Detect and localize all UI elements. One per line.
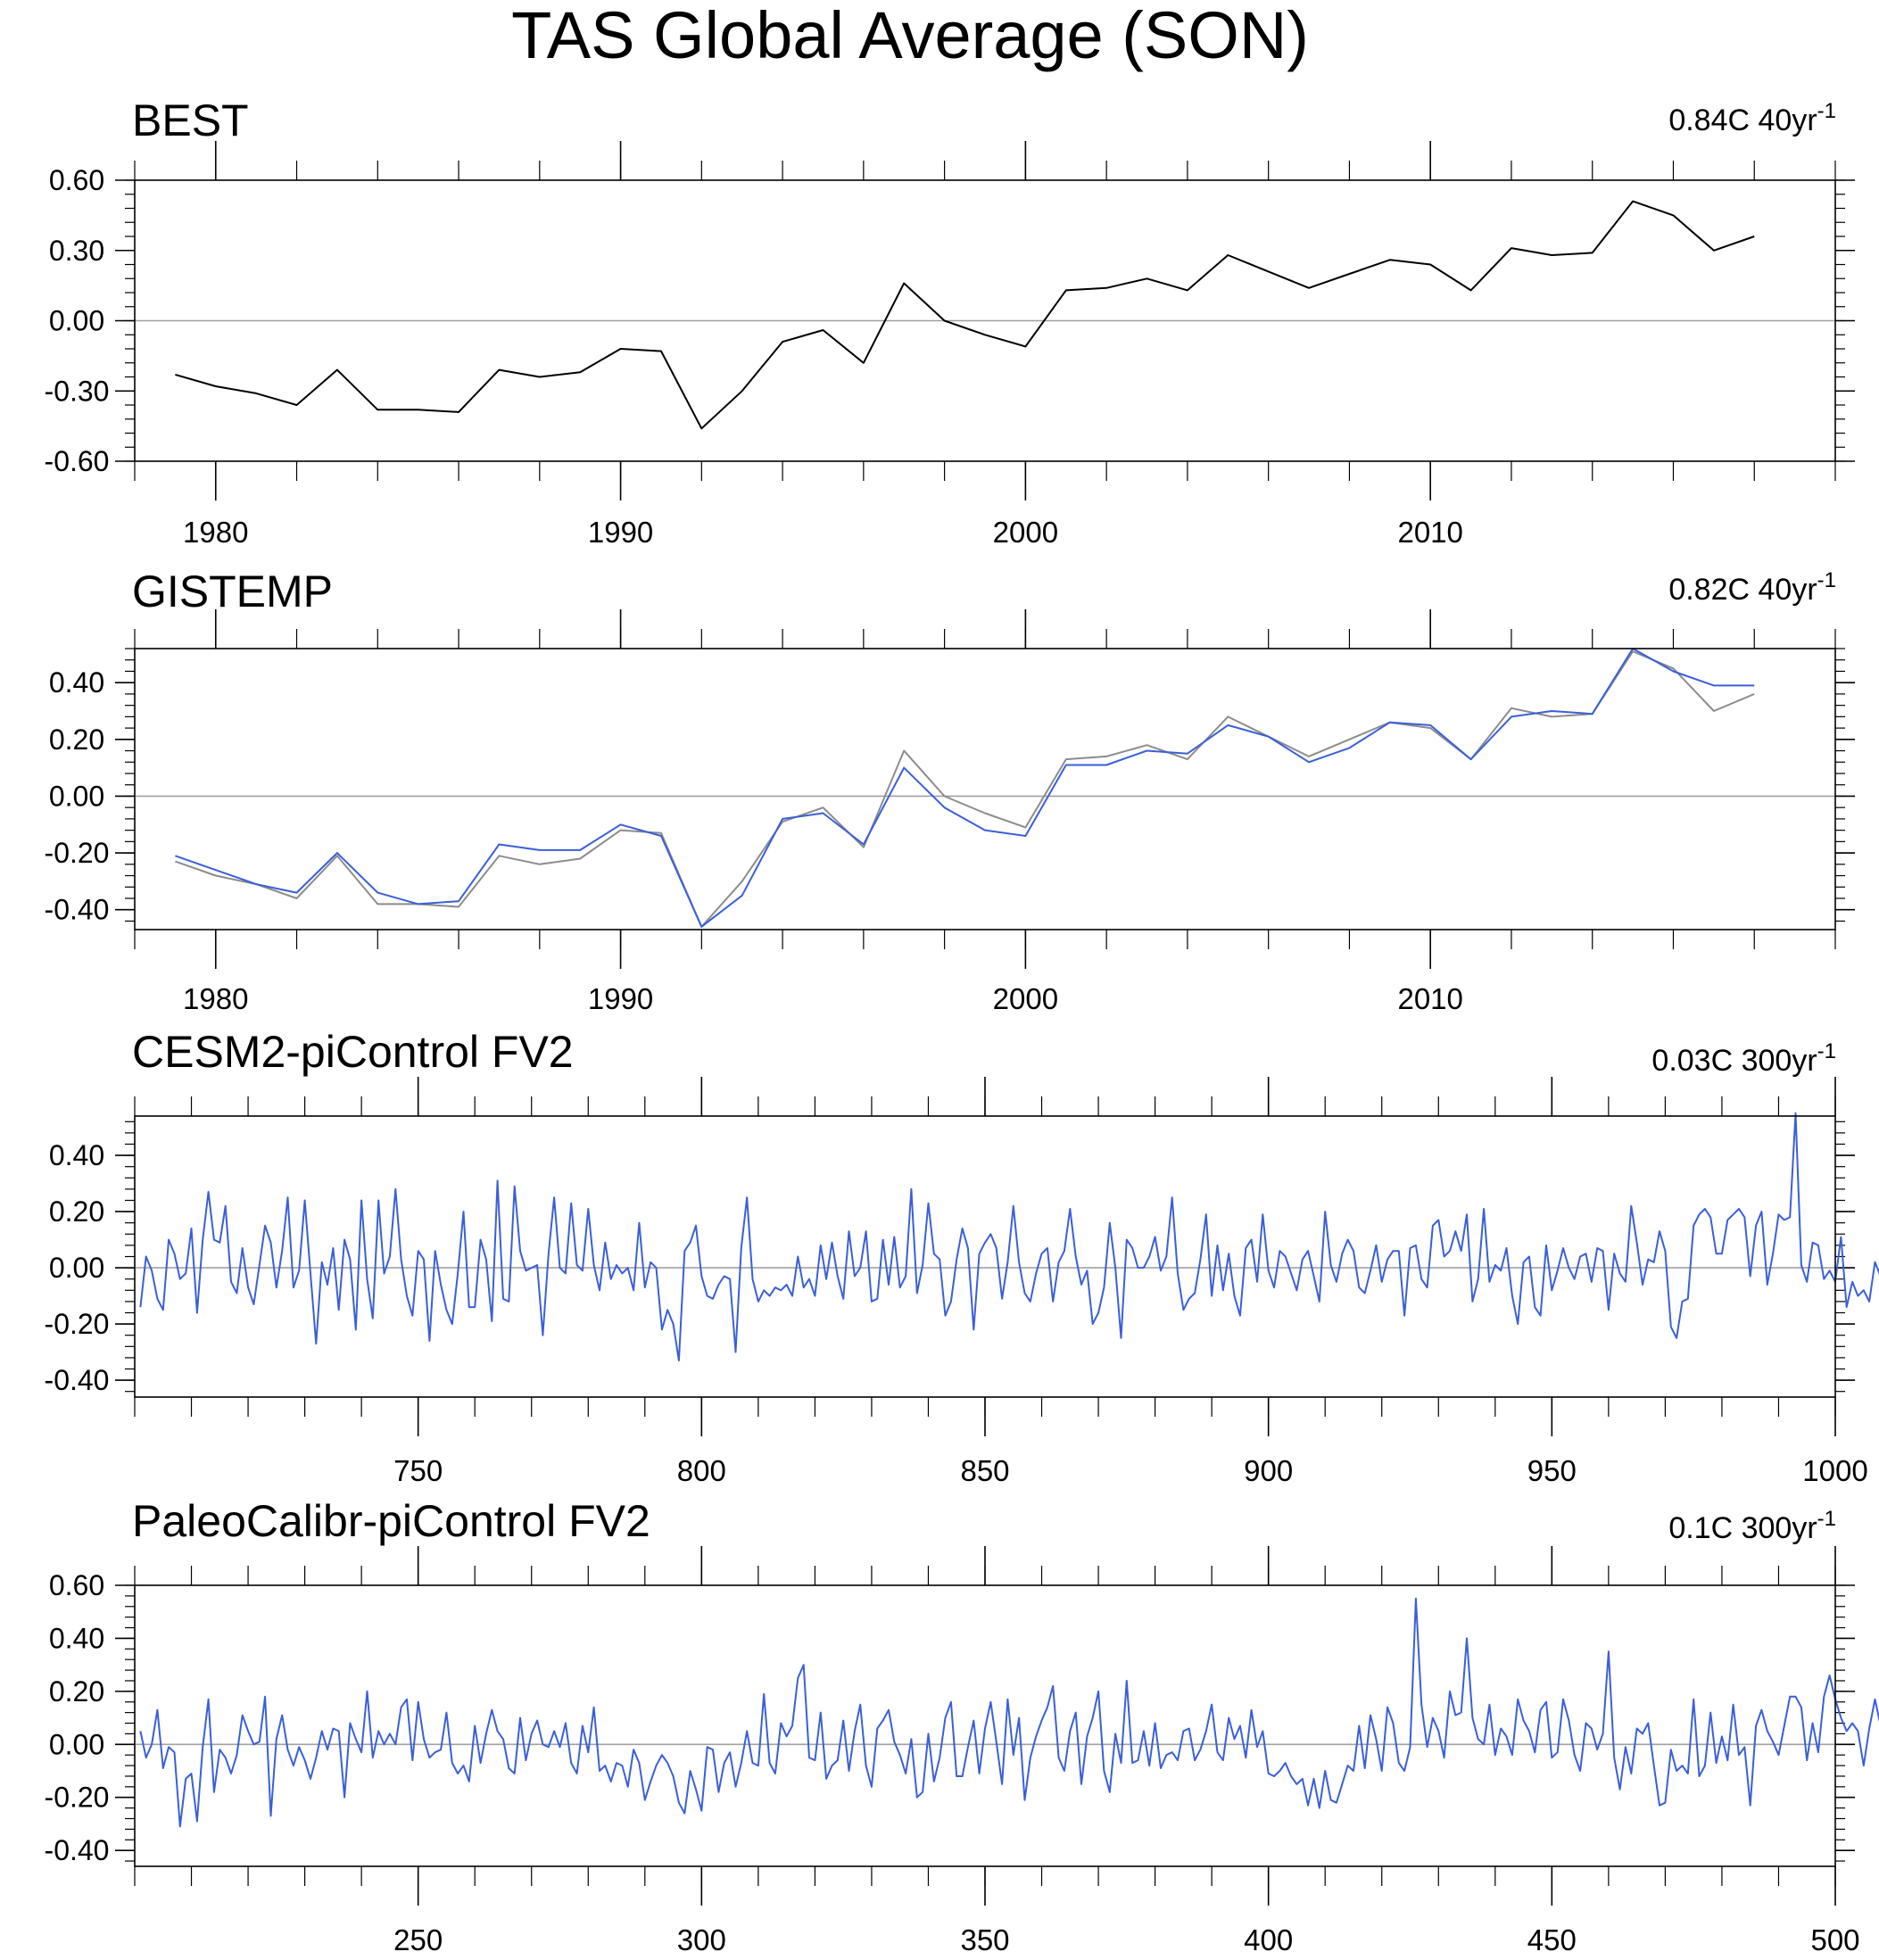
series-line-2 <box>175 648 1755 928</box>
x-tick-label: 1990 <box>588 982 653 1015</box>
y-tick-label: 0.40 <box>49 1139 104 1171</box>
y-tick-label: 0.00 <box>49 1252 104 1284</box>
y-tick-label: -0.40 <box>45 894 110 926</box>
trend-exponent: -1 <box>1817 568 1836 592</box>
panel-title: BEST <box>132 95 249 145</box>
x-tick-label: 350 <box>960 1923 1009 1956</box>
y-tick-label: 0.40 <box>49 666 104 699</box>
trend-label: 0.84C 40yr-1 <box>1668 99 1836 137</box>
panel-title: PaleoCalibr-piControl FV2 <box>132 1496 650 1546</box>
y-tick-label: -0.20 <box>45 1308 110 1340</box>
x-tick-label: 500 <box>1810 1923 1859 1956</box>
x-tick-label: 850 <box>960 1454 1009 1487</box>
x-tick-label: 2000 <box>993 982 1058 1015</box>
y-tick-label: 0.60 <box>49 164 104 196</box>
y-tick-label: -0.20 <box>45 837 110 869</box>
y-tick-label: 0.00 <box>49 1728 104 1760</box>
y-tick-label: 0.30 <box>49 235 104 267</box>
y-tick-label: 0.20 <box>49 1195 104 1228</box>
y-tick-label: -0.20 <box>45 1782 110 1814</box>
series-line-1 <box>175 200 1755 430</box>
trend-exponent: -1 <box>1817 1039 1836 1063</box>
y-tick-label: -0.60 <box>45 445 110 477</box>
x-tick-label: 2000 <box>993 516 1058 549</box>
panel-2: GISTEMP 0.82C 40yr-1 0.40 0.20 0.00 -0.20 -0.4… <box>45 566 1855 1015</box>
trend-value: 0.03C 300yr <box>1651 1044 1817 1078</box>
y-tick-label: 0.00 <box>49 780 104 812</box>
trend-exponent: -1 <box>1817 1507 1836 1531</box>
panel-3: CESM2-piControl FV2 0.03C 300yr-1 0.40 0.20… <box>45 1027 1879 1487</box>
trend-label: 0.1C 300yr-1 <box>1668 1507 1836 1545</box>
x-tick-label: 300 <box>677 1923 726 1956</box>
x-tick-label: 400 <box>1244 1923 1293 1956</box>
x-tick-label: 1980 <box>183 982 248 1015</box>
y-tick-label: 0.20 <box>49 724 104 756</box>
series-line-1 <box>139 1112 1879 1361</box>
trend-value: 0.1C 300yr <box>1668 1511 1817 1545</box>
panel-1: BEST 0.84C 40yr-1 0.60 0.30 0.00 -0.30 -0.60 19… <box>45 95 1855 549</box>
y-tick-label: 0.40 <box>49 1622 104 1654</box>
panel-4: PaleoCalibr-piControl FV2 0.1C 300yr-1 0.6… <box>45 1496 1879 1956</box>
y-tick-label: 0.60 <box>49 1569 104 1601</box>
x-tick-label: 1990 <box>588 516 653 549</box>
plot-frame <box>134 179 1836 462</box>
y-tick-label: -0.30 <box>45 375 110 407</box>
y-tick-label: -0.40 <box>45 1834 110 1866</box>
trend-value: 0.84C 40yr <box>1668 103 1817 137</box>
trend-value: 0.82C 40yr <box>1668 573 1817 607</box>
y-tick-label: -0.40 <box>45 1364 110 1396</box>
x-tick-label: 2010 <box>1397 516 1462 549</box>
x-tick-label: 1980 <box>183 516 248 549</box>
x-tick-label: 750 <box>393 1454 443 1487</box>
y-tick-label: 0.00 <box>49 305 104 337</box>
x-tick-label: 800 <box>677 1454 726 1487</box>
x-tick-label: 450 <box>1527 1923 1577 1956</box>
trend-exponent: -1 <box>1817 99 1836 123</box>
y-tick-label: 0.20 <box>49 1675 104 1708</box>
plot-frame <box>134 1115 1836 1398</box>
x-tick-label: 2010 <box>1397 982 1462 1015</box>
x-tick-label: 1000 <box>1802 1454 1867 1487</box>
x-tick-label: 250 <box>393 1923 443 1956</box>
plot-frame <box>134 648 1836 930</box>
x-tick-label: 900 <box>1244 1454 1293 1487</box>
trend-label: 0.03C 300yr-1 <box>1651 1039 1836 1078</box>
trend-label: 0.82C 40yr-1 <box>1668 568 1836 607</box>
plot-frame <box>134 1584 1836 1867</box>
series-line-1 <box>139 1597 1879 1828</box>
chart-main-title: TAS Global Average (SON) <box>511 0 1309 72</box>
panel-title: CESM2-piControl FV2 <box>132 1027 574 1077</box>
panel-title: GISTEMP <box>132 566 333 616</box>
series-line-1 <box>175 650 1755 928</box>
x-tick-label: 950 <box>1527 1454 1577 1487</box>
